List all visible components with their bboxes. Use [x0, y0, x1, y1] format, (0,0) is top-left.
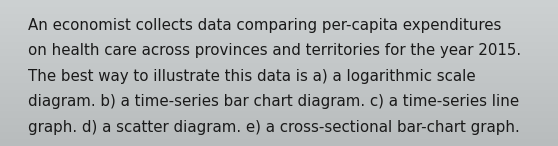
Text: The best way to illustrate this data is a) a logarithmic scale: The best way to illustrate this data is …: [28, 69, 475, 84]
Text: graph. d) a scatter diagram. e) a cross-sectional bar-chart graph.: graph. d) a scatter diagram. e) a cross-…: [28, 120, 519, 135]
Text: on health care across provinces and territories for the year 2015.: on health care across provinces and terr…: [28, 43, 521, 58]
Text: diagram. b) a time-series bar chart diagram. c) a time-series line: diagram. b) a time-series bar chart diag…: [28, 94, 519, 109]
Text: An economist collects data comparing per-capita expenditures: An economist collects data comparing per…: [28, 18, 502, 33]
